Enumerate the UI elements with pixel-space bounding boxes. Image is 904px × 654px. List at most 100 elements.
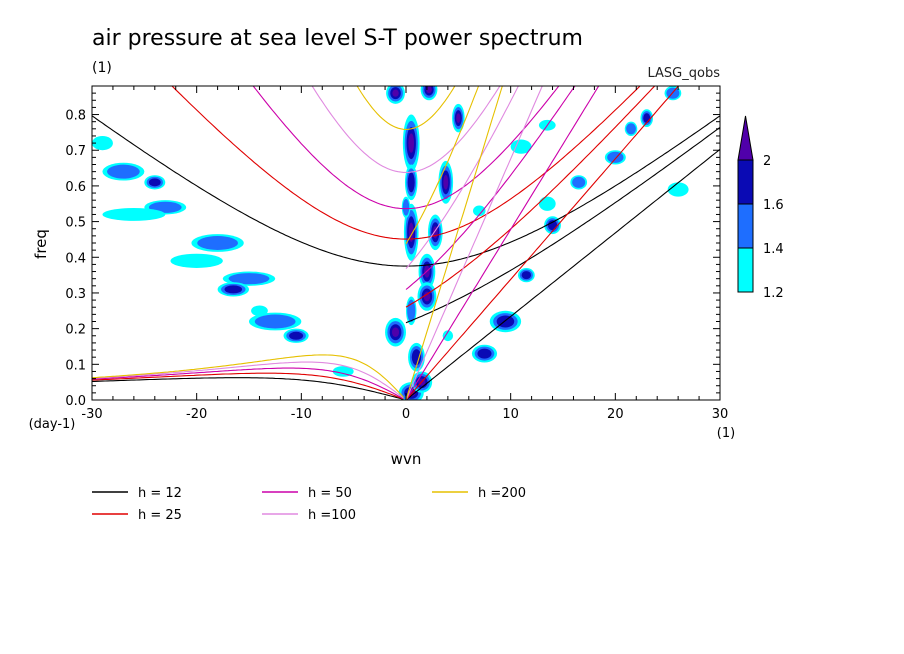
x-tick-label: 30 — [712, 407, 729, 422]
spectrum-blob — [386, 86, 405, 104]
legend-item: h =100 — [262, 508, 356, 523]
mrg-curve — [405, 126, 720, 324]
legend-label: h = 50 — [308, 486, 352, 501]
inertia-gravity-curve — [171, 86, 641, 240]
spectrum-blob — [102, 162, 145, 181]
spectrum-blob — [170, 253, 223, 268]
blob-level-3 — [456, 113, 461, 123]
colorbar-label: 1.6 — [763, 198, 784, 213]
spectrum-blob — [438, 160, 454, 204]
colorbar-label: 1.2 — [763, 286, 784, 301]
colorbar-segment — [737, 159, 754, 205]
spectrum-blob — [667, 182, 689, 197]
blob-level-0 — [332, 366, 354, 377]
colorbar-segment — [737, 203, 754, 249]
colorbar-segment — [737, 247, 754, 293]
chart-subtitle-right: LASG_qobs — [648, 66, 721, 81]
plot-area — [92, 86, 720, 400]
blob-level-2 — [521, 271, 532, 280]
blob-level-3 — [443, 175, 449, 190]
blob-level-0 — [538, 196, 556, 211]
blob-level-2 — [477, 348, 492, 359]
spectrum-blob — [604, 150, 626, 165]
kelvin-curve — [405, 86, 680, 400]
legend-item: h = 25 — [92, 508, 182, 523]
y-tick-label: 0.6 — [65, 180, 86, 195]
y-axis-label: freq — [32, 229, 50, 259]
blob-level-2 — [643, 113, 651, 124]
legend-item: h =200 — [432, 486, 526, 501]
mrg-curve — [405, 86, 480, 245]
spectrum-blob — [332, 366, 354, 377]
colorbar-arrow — [737, 115, 754, 161]
legend-label: h =200 — [478, 486, 526, 501]
kelvin-curve — [405, 86, 543, 400]
spectrum-blob — [283, 328, 309, 343]
x-tick-label: 10 — [502, 407, 519, 422]
blob-level-0 — [472, 205, 486, 217]
blob-level-1 — [407, 299, 416, 322]
blob-level-3 — [408, 133, 415, 153]
spectrum-blob — [624, 121, 638, 136]
spectrum-blob — [92, 135, 113, 151]
axes: -30 -20 -10 0 10 20 30 0.0 0.1 0.2 0.3 0.4 0.5 0.6 0.7… — [65, 85, 729, 422]
spectrum-blob — [401, 196, 411, 219]
blob-level-1 — [197, 236, 239, 250]
spectrum-blob — [417, 282, 437, 311]
legend-label: h =100 — [308, 508, 356, 523]
blob-level-1 — [572, 176, 586, 188]
legend-label: h = 12 — [138, 486, 182, 501]
blob-level-0 — [442, 330, 454, 342]
spectrum-blob — [420, 86, 438, 101]
spectrum-blob — [144, 175, 166, 190]
chart-subtitle-left: (1) — [92, 60, 112, 76]
y-axis-unit: (day-1) — [29, 417, 76, 432]
spectrum-blob — [442, 330, 454, 342]
blob-level-0 — [251, 305, 268, 317]
blob-level-1 — [228, 273, 270, 285]
spectrum-blob — [222, 271, 276, 286]
colorbar-label: 1.4 — [763, 242, 784, 257]
blob-level-1 — [107, 164, 140, 179]
rossby-curve — [92, 377, 404, 400]
blob-level-2 — [407, 172, 415, 193]
spectrum-blob — [517, 267, 535, 283]
mrg-curve — [405, 86, 656, 308]
plot-content — [92, 86, 720, 400]
mrg-curve — [405, 86, 576, 290]
blob-level-2 — [224, 285, 243, 294]
spectrum-blob — [472, 205, 486, 217]
blob-level-1 — [148, 201, 182, 213]
blob-level-3 — [392, 89, 399, 97]
spectrum-blob — [471, 344, 498, 363]
spectrum-blob — [385, 317, 406, 347]
spectrum-blob — [427, 214, 443, 251]
spectrum-blob — [408, 342, 425, 372]
kelvin-curve — [405, 86, 503, 400]
y-tick-label: 0.0 — [65, 394, 86, 409]
y-tick-label: 0.4 — [65, 251, 86, 266]
legend: h = 12 h = 25 h = 50 h =100 h =200 — [92, 486, 526, 523]
chart-title: air pressure at sea level S-T power spec… — [92, 26, 583, 51]
spectrum-blob — [510, 139, 532, 154]
spectrum-blob — [217, 282, 249, 297]
spectrum-blob — [102, 208, 166, 221]
blob-level-1 — [254, 314, 296, 329]
rossby-curve — [92, 367, 404, 400]
y-tick-label: 0.3 — [65, 287, 86, 302]
spectrum-blob — [452, 103, 465, 133]
legend-item: h = 50 — [262, 486, 352, 501]
x-axis-label: wvn — [391, 450, 422, 468]
blob-level-0 — [92, 135, 113, 151]
x-tick-label: -20 — [186, 407, 207, 422]
kelvin-curve — [405, 148, 720, 400]
blob-level-3 — [423, 291, 431, 302]
blob-level-2 — [148, 178, 161, 187]
legend-item: h = 12 — [92, 486, 182, 501]
colorbar-label: 2 — [763, 154, 771, 169]
spectrum-blob — [403, 203, 419, 261]
dispersion-curve-h100 — [92, 86, 543, 400]
blob-level-1 — [626, 123, 636, 135]
blob-level-1 — [607, 151, 624, 163]
